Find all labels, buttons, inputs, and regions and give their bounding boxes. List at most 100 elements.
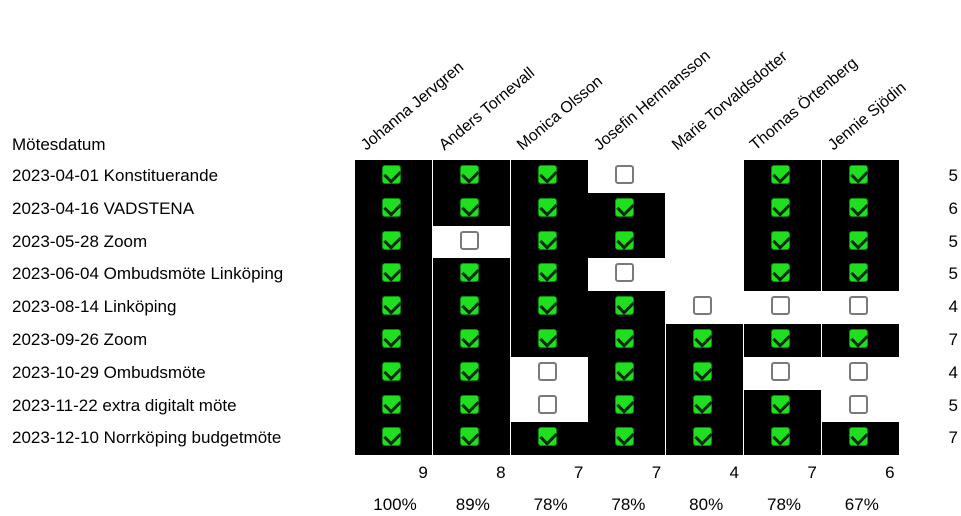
attendance-cell [510,225,588,259]
attendance-cell [744,422,821,456]
attendance-cell [432,291,510,325]
attendance-cell [821,225,899,259]
checked-checkbox[interactable] [693,329,713,348]
member-percentage: 78% [766,495,802,514]
checked-checkbox[interactable] [615,329,635,348]
checked-checkbox[interactable] [459,296,479,316]
attendance-cell [666,324,744,357]
checked-checkbox[interactable] [848,329,868,348]
checked-checkbox[interactable] [459,329,479,348]
attendance-cell [432,258,510,292]
checked-checkbox[interactable] [537,427,557,447]
meeting-label: 2023-08-14 Linköping [12,297,177,317]
unchecked-checkbox[interactable] [537,394,557,414]
checked-checkbox[interactable] [771,197,790,217]
attendance-cell [510,356,588,390]
unchecked-checkbox[interactable] [771,361,790,381]
checked-checkbox[interactable] [382,329,401,348]
checked-checkbox[interactable] [771,394,790,414]
meeting-count: 5 [948,395,958,415]
member-percentage: 78% [611,495,646,514]
checked-checkbox[interactable] [459,361,479,381]
checked-checkbox[interactable] [693,427,713,447]
attendance-cell [588,160,666,193]
unchecked-checkbox[interactable] [615,263,635,283]
attendance-cell [744,192,821,226]
checked-checkbox[interactable] [537,329,557,348]
checked-checkbox[interactable] [615,197,635,217]
checked-checkbox[interactable] [459,165,479,184]
checked-checkbox[interactable] [848,230,868,250]
member-percentage: 67% [844,495,879,514]
member-total: 7 [807,463,817,482]
unchecked-checkbox[interactable] [537,361,557,381]
attendance-cell [588,258,666,292]
checked-checkbox[interactable] [771,165,790,184]
checked-checkbox[interactable] [848,197,868,217]
checked-checkbox[interactable] [537,165,557,184]
attendance-cell [355,291,432,325]
checked-checkbox[interactable] [537,197,557,217]
meeting-count: 4 [948,362,958,382]
checked-checkbox[interactable] [382,394,401,414]
checked-checkbox[interactable] [459,394,479,414]
checked-checkbox[interactable] [459,263,479,283]
checked-checkbox[interactable] [771,427,790,447]
checked-checkbox[interactable] [693,394,713,414]
checked-checkbox[interactable] [848,427,868,447]
attendance-cell [744,225,821,259]
member-total: 7 [573,463,584,482]
unchecked-checkbox[interactable] [848,296,868,316]
checked-checkbox[interactable] [615,427,635,447]
member-header: Jennie Sjödin [824,79,910,154]
attendance-cell [588,324,666,357]
attendance-cell [821,258,899,292]
unchecked-checkbox[interactable] [615,165,635,184]
attendance-cell [588,192,666,226]
checked-checkbox[interactable] [459,427,479,447]
checked-checkbox[interactable] [537,263,557,283]
checked-checkbox[interactable] [848,165,868,184]
attendance-cell [744,160,821,193]
attendance-cell [432,422,510,456]
checked-checkbox[interactable] [382,165,401,184]
checked-checkbox[interactable] [615,296,635,316]
meeting-label: 2023-05-28 Zoom [12,231,148,251]
meeting-count: 6 [948,198,958,218]
checked-checkbox[interactable] [382,263,401,283]
checked-checkbox[interactable] [382,296,401,316]
checked-checkbox[interactable] [615,361,635,381]
attendance-cell [355,160,432,193]
checked-checkbox[interactable] [771,329,790,348]
attendance-cell [666,291,744,325]
member-total: 8 [496,463,506,482]
checked-checkbox[interactable] [848,263,868,283]
checked-checkbox[interactable] [382,361,401,381]
meeting-label: 2023-11-22 extra digitalt möte [12,395,237,415]
member-percentage: 100% [373,495,417,514]
attendance-cell [821,356,899,390]
unchecked-checkbox[interactable] [693,296,713,316]
attendance-cell [355,258,432,292]
meeting-label: 2023-04-16 VADSTENA [12,198,195,218]
checked-checkbox[interactable] [771,263,790,283]
checked-checkbox[interactable] [459,197,479,217]
checked-checkbox[interactable] [382,197,401,217]
checked-checkbox[interactable] [537,296,557,316]
checked-checkbox[interactable] [382,230,401,250]
member-total: 4 [729,463,739,482]
checked-checkbox[interactable] [382,427,401,447]
attendance-cell [821,192,899,226]
checked-checkbox[interactable] [537,230,557,250]
member-total: 6 [885,463,895,482]
attendance-cell [432,160,510,193]
checked-checkbox[interactable] [771,230,790,250]
meeting-count: 7 [948,330,958,349]
unchecked-checkbox[interactable] [848,361,868,381]
unchecked-checkbox[interactable] [771,296,790,316]
unchecked-checkbox[interactable] [848,394,868,414]
checked-checkbox[interactable] [693,361,713,381]
unchecked-checkbox[interactable] [459,230,479,250]
checked-checkbox[interactable] [615,394,635,414]
checked-checkbox[interactable] [615,230,635,250]
